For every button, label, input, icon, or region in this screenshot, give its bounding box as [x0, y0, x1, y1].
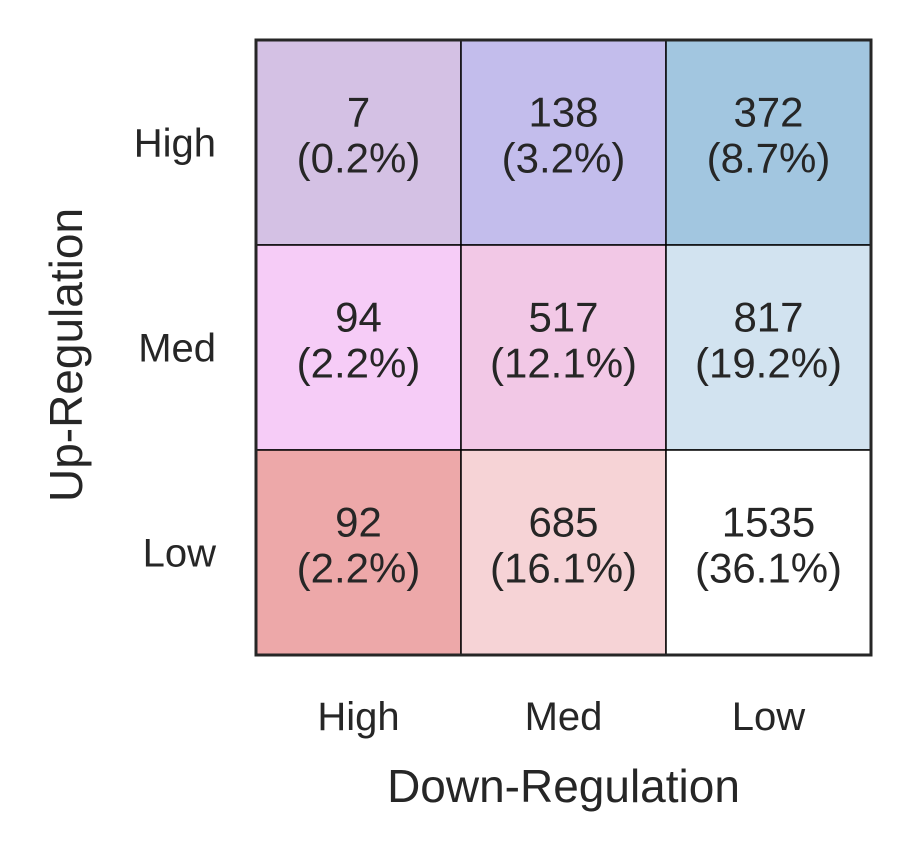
cell-percent-label: (2.2%)	[297, 545, 421, 592]
heatmap-cell	[460, 39, 667, 246]
cell-count-label: 7	[347, 89, 370, 136]
heatmap-cell	[460, 244, 667, 451]
y-tick-labels: High Med Low	[134, 122, 216, 576]
heatmap-cell	[665, 244, 872, 451]
cell-count-label: 1535	[722, 499, 815, 546]
plot-frame	[254, 38, 873, 657]
cell-percent-label: (3.2%)	[502, 135, 626, 182]
x-axis-title: Down-Regulation	[387, 760, 740, 812]
cell-percent-label: (0.2%)	[297, 135, 421, 182]
cell-percent-label: (2.2%)	[297, 340, 421, 387]
y-axis-title: Up-Regulation	[40, 208, 92, 502]
heatmap-cell	[255, 244, 462, 451]
y-tick-label: High	[134, 122, 216, 166]
cell-count-label: 138	[528, 89, 598, 136]
cell-percent-label: (19.2%)	[695, 340, 842, 387]
y-tick-label: Low	[143, 532, 216, 576]
cell-count-label: 817	[733, 294, 803, 341]
cell-count-label: 94	[335, 294, 382, 341]
cell-percent-label: (36.1%)	[695, 545, 842, 592]
heatmap-cells: 7(0.2%)138(3.2%)372(8.7%)94(2.2%)517(12.…	[255, 39, 872, 656]
heatmap-cell	[460, 449, 667, 656]
x-tick-labels: High Med Low	[317, 695, 805, 739]
cell-count-label: 685	[528, 499, 598, 546]
x-tick-label: Low	[732, 695, 805, 739]
cell-percent-label: (8.7%)	[707, 135, 831, 182]
x-tick-label: Med	[525, 695, 603, 739]
cell-count-label: 92	[335, 499, 382, 546]
cell-count-label: 517	[528, 294, 598, 341]
heatmap-cell	[255, 39, 462, 246]
x-tick-label: High	[317, 695, 399, 739]
cell-percent-label: (12.1%)	[490, 340, 637, 387]
y-tick-label: Med	[138, 327, 216, 371]
cell-count-label: 372	[733, 89, 803, 136]
cell-percent-label: (16.1%)	[490, 545, 637, 592]
